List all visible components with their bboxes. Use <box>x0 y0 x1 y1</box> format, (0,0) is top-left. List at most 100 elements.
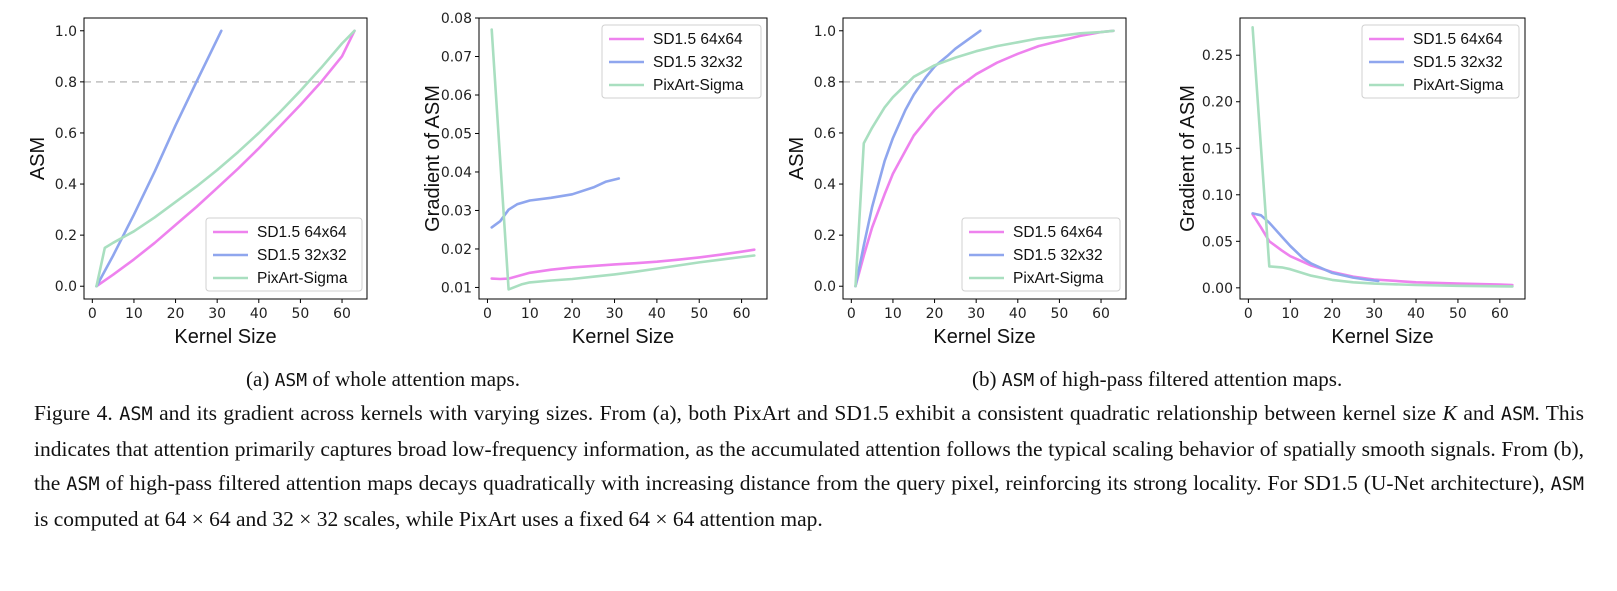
x-tick-label: 60 <box>1092 306 1110 322</box>
subcaption-a-text: of whole attention maps. <box>312 367 520 391</box>
x-tick-label: 0 <box>1244 306 1253 322</box>
x-tick-label: 60 <box>733 306 751 322</box>
y-axis-label: ASM <box>786 137 808 180</box>
x-tick-label: 30 <box>967 306 985 322</box>
y-tick-label: 0.0 <box>55 279 77 295</box>
y-tick-label: 0.0 <box>814 279 836 295</box>
legend: SD1.5 64x64 SD1.5 32x32 PixArt-Sigma <box>601 24 762 99</box>
x-axis-label: Kernel Size <box>572 326 674 348</box>
y-tick-label: 0.00 <box>1202 281 1233 297</box>
legend-label: SD1.5 64x64 <box>257 224 347 241</box>
chart-panel-3: 0 10 20 30 40 50 60 0.0 0.2 0.4 0.6 0.8 1.0 Kernel Si… <box>786 17 1127 348</box>
subcaption-a: (a) ASM of whole attention maps. <box>246 367 520 392</box>
axes-frame <box>842 17 1127 300</box>
legend-label: SD1.5 32x32 <box>1413 54 1503 71</box>
y-tick-label: 1.0 <box>814 24 836 40</box>
legend: SD1.5 64x64 SD1.5 32x32 PixArt-Sigma <box>1361 24 1520 99</box>
figure-panels: 0 10 20 30 40 50 60 0.0 0.2 0.4 0.6 0.8 1.0 Kernel Si… <box>27 11 1526 348</box>
x-tick-label: 60 <box>1491 306 1509 322</box>
y-tick-label: 0.4 <box>814 177 836 193</box>
y-tick-label: 0.25 <box>1202 48 1233 64</box>
series-line <box>854 29 982 288</box>
x-tick-label: 50 <box>1449 306 1467 322</box>
y-tick-label: 0.01 <box>441 280 472 296</box>
legend-box <box>601 24 762 99</box>
x-tick-label: 20 <box>1323 306 1341 322</box>
y-axis-label: Gradient of ASM <box>422 85 444 232</box>
y-tick-label: 0.10 <box>1202 188 1233 204</box>
y-tick-label: 0.07 <box>441 49 472 65</box>
caption-text: and its gradient across kernels with var… <box>152 401 1443 425</box>
series-line <box>95 29 223 288</box>
y-tick-label: 0.02 <box>441 242 472 258</box>
y-tick-label: 0.6 <box>814 126 836 142</box>
caption-code: ASM <box>66 474 100 495</box>
legend-box <box>205 217 363 292</box>
y-tick-label: 0.04 <box>441 165 472 181</box>
legend-label: PixArt-Sigma <box>1013 270 1104 287</box>
caption-math: K <box>1442 401 1457 425</box>
legend-box <box>1361 24 1520 99</box>
subcaption-b: (b) ASM of high-pass filtered attention … <box>972 367 1342 392</box>
series-line <box>490 248 756 281</box>
caption-text: is computed at 64 × 64 and 32 × 32 scale… <box>34 507 823 531</box>
x-tick-label: 50 <box>1050 306 1068 322</box>
caption-code: ASM <box>119 404 153 425</box>
y-tick-label: 0.05 <box>1202 234 1233 250</box>
legend-label: SD1.5 32x32 <box>257 247 347 264</box>
series-line <box>854 29 1115 288</box>
x-tick-label: 10 <box>1281 306 1299 322</box>
y-tick-label: 0.2 <box>814 228 836 244</box>
axes-frame <box>83 17 368 300</box>
legend-label: PixArt-Sigma <box>653 77 744 94</box>
series-line <box>1251 25 1514 288</box>
x-tick-label: 50 <box>291 306 309 322</box>
y-tick-label: 0.4 <box>55 177 77 193</box>
x-tick-label: 30 <box>1365 306 1383 322</box>
series-line <box>1251 213 1514 287</box>
figure-caption: Figure 4. ASM and its gradient across ke… <box>34 396 1584 536</box>
legend: SD1.5 64x64 SD1.5 32x32 PixArt-Sigma <box>205 217 363 292</box>
subcaption-a-label: (a) <box>246 367 270 391</box>
y-tick-label: 0.20 <box>1202 95 1233 111</box>
x-tick-label: 10 <box>884 306 902 322</box>
x-tick-label: 40 <box>250 306 268 322</box>
axes-frame <box>478 17 768 300</box>
subcaption-a-code: ASM <box>274 370 308 391</box>
caption-text: . This indicates that attention primaril… <box>34 401 1584 495</box>
caption-text: of high-pass filtered attention maps dec… <box>99 471 1551 495</box>
y-tick-label: 1.0 <box>55 24 77 40</box>
caption-text: Figure 4. <box>34 401 120 425</box>
chart-panel-1: 0 10 20 30 40 50 60 0.0 0.2 0.4 0.6 0.8 1.0 Kernel Si… <box>27 17 368 348</box>
legend-label: PixArt-Sigma <box>1413 77 1504 94</box>
legend-label: SD1.5 64x64 <box>1013 224 1103 241</box>
legend-label: PixArt-Sigma <box>257 270 348 287</box>
x-tick-label: 40 <box>1009 306 1027 322</box>
series-line <box>490 28 756 291</box>
x-tick-label: 0 <box>88 306 97 322</box>
subcaption-b-text: of high-pass filtered attention maps. <box>1039 367 1343 391</box>
x-tick-label: 10 <box>125 306 143 322</box>
x-tick-label: 10 <box>521 306 539 322</box>
legend-label: SD1.5 32x32 <box>653 54 743 71</box>
x-tick-label: 0 <box>483 306 492 322</box>
subcaption-b-label: (b) <box>972 367 997 391</box>
y-tick-label: 0.8 <box>55 75 77 91</box>
series-line <box>95 29 356 288</box>
x-tick-label: 30 <box>606 306 624 322</box>
x-tick-label: 20 <box>167 306 185 322</box>
y-tick-label: 0.03 <box>441 203 472 219</box>
y-tick-label: 0.06 <box>441 88 472 104</box>
series-line <box>490 177 621 229</box>
x-tick-label: 20 <box>926 306 944 322</box>
x-tick-label: 40 <box>648 306 666 322</box>
x-tick-label: 50 <box>690 306 708 322</box>
chart-panel-4: 0 10 20 30 40 50 60 0.00 0.05 0.10 0.15 0.20 0.25 Ker… <box>1177 17 1526 348</box>
series-line <box>1251 212 1380 283</box>
x-tick-label: 30 <box>208 306 226 322</box>
x-tick-label: 60 <box>333 306 351 322</box>
y-axis-label: ASM <box>27 137 49 180</box>
legend-box <box>961 217 1121 292</box>
legend-label: SD1.5 64x64 <box>653 31 743 48</box>
caption-code: ASM <box>1550 474 1584 495</box>
